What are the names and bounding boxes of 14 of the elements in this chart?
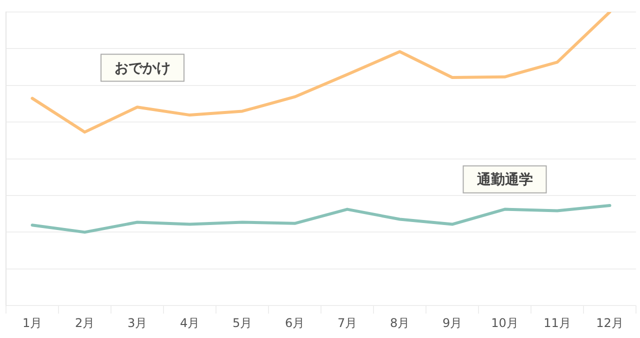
x-tick-label: 2月 xyxy=(74,316,95,330)
series-label: 通勤通学 xyxy=(476,170,533,188)
x-tick-label: 4月 xyxy=(180,316,200,330)
x-tick-label: 8月 xyxy=(390,316,410,330)
text: おでかけ xyxy=(114,60,170,76)
x-tick-label: 9月 xyxy=(442,316,462,330)
x-tick-label: 3月 xyxy=(127,316,148,330)
x-tick-label: 12月 xyxy=(596,316,624,330)
x-tick-label: 6月 xyxy=(284,316,305,330)
x-tick-label: 5月 xyxy=(232,316,252,330)
x-tick-label: 10月 xyxy=(491,316,518,330)
x-tick-label: 7月 xyxy=(337,316,358,330)
x-tick-label: 1月 xyxy=(22,316,42,330)
x-tick-label: 11月 xyxy=(544,316,571,330)
